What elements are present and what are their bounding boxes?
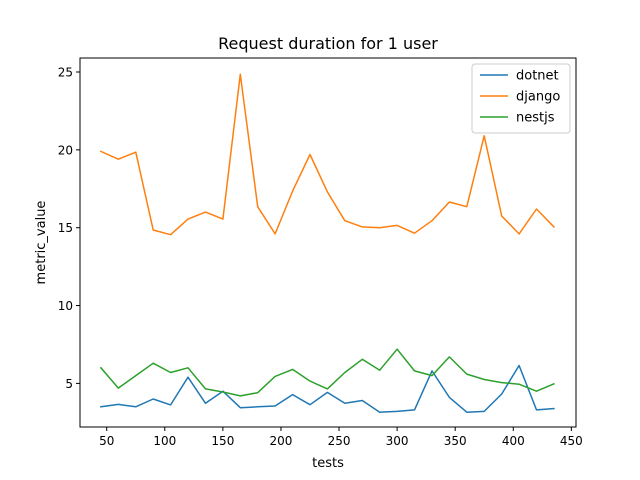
y-axis: 5 10 15 20 25 xyxy=(58,66,80,391)
plot-area xyxy=(99,73,555,413)
y-axis-label: metric_value xyxy=(34,201,49,285)
series-line-nestjs xyxy=(99,348,555,397)
x-tick-label: 100 xyxy=(153,434,176,448)
x-tick-label: 300 xyxy=(386,434,409,448)
x-tick-label: 450 xyxy=(560,434,583,448)
legend-label-django: django xyxy=(516,90,560,105)
x-tick-label: 150 xyxy=(211,434,234,448)
y-tick-label: 10 xyxy=(58,299,73,313)
legend-label-nestjs: nestjs xyxy=(516,111,555,126)
y-tick-label: 20 xyxy=(58,143,73,157)
x-tick-label: 50 xyxy=(99,434,114,448)
x-axis: 50 100 150 200 250 300 350 400 450 xyxy=(99,427,583,448)
series-line-dotnet xyxy=(100,364,555,413)
legend: dotnet django nestjs xyxy=(471,63,571,134)
legend-label-dotnet: dotnet xyxy=(516,69,559,84)
x-axis-label: tests xyxy=(312,456,344,471)
series-line-django xyxy=(99,73,555,236)
chart-title: Request duration for 1 user xyxy=(218,34,438,53)
plot-frame xyxy=(79,57,577,428)
y-tick-label: 25 xyxy=(58,66,73,80)
legend-box xyxy=(471,63,571,134)
x-tick-label: 400 xyxy=(502,434,525,448)
x-tick-label: 200 xyxy=(270,434,293,448)
x-tick-label: 350 xyxy=(444,434,467,448)
y-tick-label: 15 xyxy=(58,221,73,235)
y-tick-label: 5 xyxy=(65,377,73,391)
x-tick-label: 250 xyxy=(328,434,351,448)
